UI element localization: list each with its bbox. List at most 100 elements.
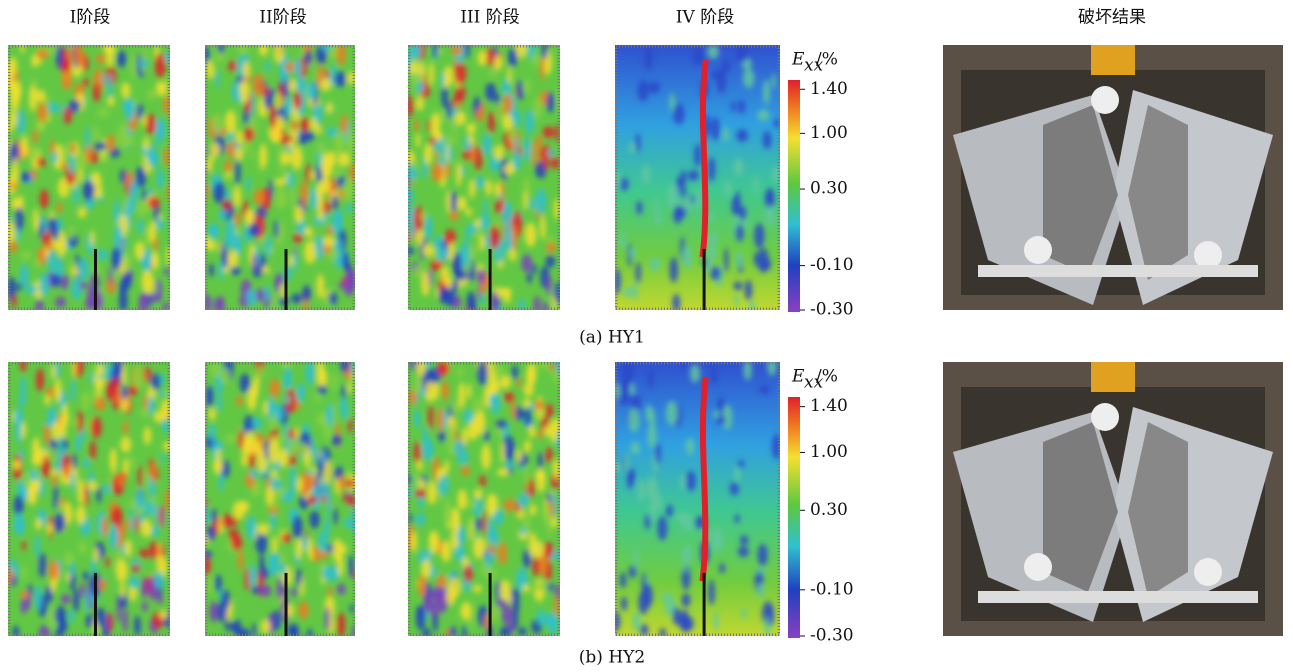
strain-blob [246,516,256,540]
strain-blob [141,578,147,598]
strain-blob [110,448,117,473]
actuator [1091,362,1135,392]
strain-blob [508,48,517,67]
strain-blob [429,62,434,86]
strain-blob [288,456,296,466]
strain-blob [758,544,768,566]
strain-blob [122,384,128,399]
strain-blob [305,163,310,182]
strain-blob [310,117,317,130]
strain-blob [93,83,100,102]
strain-blob [38,553,46,578]
strain-blob [71,267,79,276]
strain-blob [483,510,487,535]
strain-blob [502,114,512,130]
strain-blob [72,453,76,470]
strain-blob [270,104,276,127]
colorbar-tick-label: 0.30 [810,179,848,199]
strain-blob [324,158,333,176]
strain-blob [130,507,134,532]
strain-field [402,33,565,318]
strain-blob [629,248,637,259]
strain-blob [432,163,444,182]
strain-blob [69,562,75,577]
strain-blob [228,61,238,71]
strain-blob [667,183,679,209]
strain-blob [444,500,452,524]
figure: I阶段 II阶段 III 阶段 IV 阶段 破坏结果 (a) HY1 (b) H… [0,0,1293,672]
colorbar-tick-label: 1.00 [810,123,848,143]
strain-blob [524,440,531,452]
strain-blob [233,186,241,208]
strain-blob [446,190,451,213]
strain-blob [441,136,447,161]
strain-blob [288,140,294,149]
strain-blob [291,294,302,304]
strain-blob [716,416,726,425]
strain-blob [437,407,444,432]
strain-blob [758,109,770,121]
strain-blob [424,143,432,164]
strain-blob [313,447,319,462]
strain-blob [98,579,107,591]
strain-blob [93,126,98,143]
strain-blob [416,513,425,526]
strain-blob [144,501,155,516]
strain-blob [141,519,152,537]
strain-blob [122,134,133,146]
strain-blob [731,101,736,112]
strain-blob [289,483,294,502]
strain-blob [404,475,412,483]
strain-blob [522,79,530,94]
strain-blob [268,439,280,463]
strain-blob [77,410,83,433]
strain-blob [483,198,487,219]
strain-blob [144,427,151,445]
strain-blob [90,230,94,247]
strain-blob [134,615,141,635]
strain-blob [650,500,656,520]
strain-blob [524,466,528,491]
strain-field [200,352,359,647]
strain-blob [735,514,740,523]
strain-blob [473,584,481,593]
strain-blob [93,548,99,562]
strain-blob [348,381,353,393]
strain-blob [51,364,56,380]
strain-blob [249,564,257,588]
strain-blob [311,230,316,242]
strain-blob [224,160,232,172]
strain-blob [79,542,87,553]
strain-blob [416,359,426,376]
strain-blob [308,495,317,505]
strain-blob [159,505,165,528]
strain-blob [445,460,450,473]
strain-blob [256,532,268,554]
strain-blob [97,250,108,261]
colorbar-tick-label: -0.10 [810,255,854,275]
column-header: II阶段 [259,8,306,28]
strain-blob [292,120,297,131]
colorbar-tick-label: 1.40 [810,396,848,416]
strain-blob [137,219,143,234]
strain-field [403,351,564,644]
strain-blob [735,190,741,216]
strain-blob [461,466,470,476]
strain-blob [112,377,120,391]
strain-blob [628,408,640,433]
strain-blob [504,392,514,403]
strain-blob [325,606,330,631]
strain-blob [422,628,430,642]
strain-blob [742,608,747,620]
strain-blob [734,294,738,307]
strain-blob [769,606,774,626]
strain-blob [766,206,775,226]
strain-blob [298,131,307,145]
strain-blob [347,73,357,85]
strain-blob [102,516,109,536]
strain-blob [281,152,291,164]
strain-blob [661,592,671,601]
strain-blob [449,145,454,163]
strain-blob [477,269,485,284]
strain-blob [346,268,358,290]
